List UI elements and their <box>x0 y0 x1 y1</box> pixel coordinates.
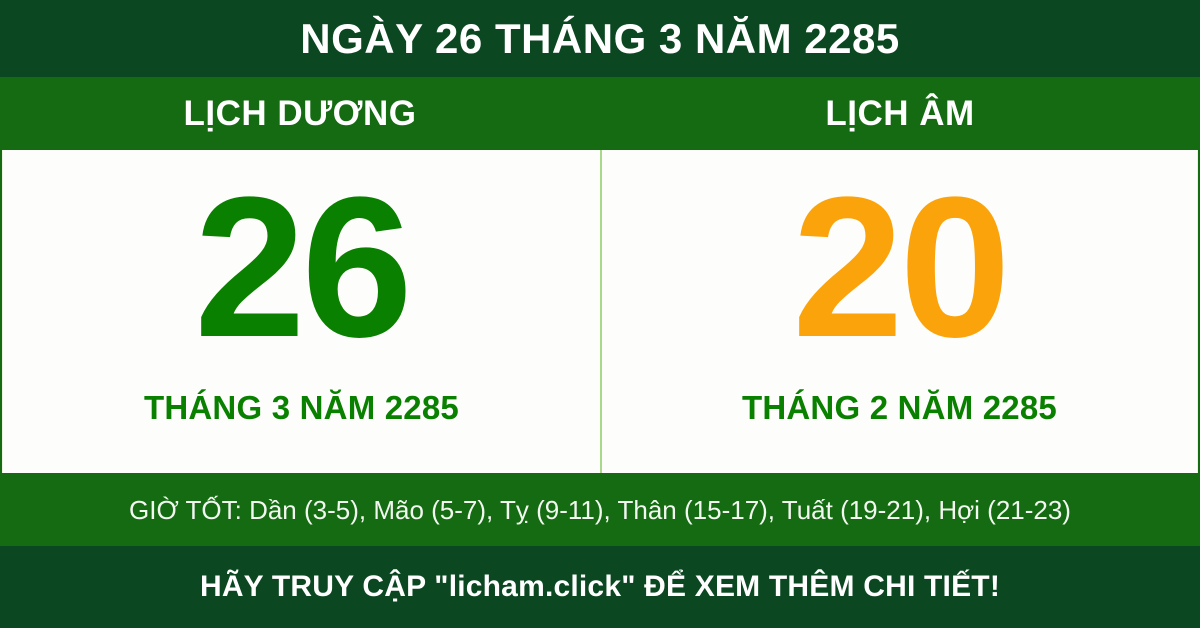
lunar-day-number: 20 <box>792 155 1010 379</box>
good-hours-bar: GIỜ TỐT: Dần (3-5), Mão (5-7), Tỵ (9-11)… <box>0 473 1200 546</box>
lunar-date-column: 20 THÁNG 2 NĂM 2285 <box>600 150 1197 473</box>
solar-day-number: 26 <box>194 155 412 379</box>
column-heading-solar-label: LỊCH DƯƠNG <box>183 94 417 133</box>
column-heading-solar: LỊCH DƯƠNG <box>0 77 600 150</box>
header-bar: NGÀY 26 THÁNG 3 NĂM 2285 <box>0 0 1200 77</box>
footer-cta-text: HÃY TRUY CẬP "licham.click" ĐỂ XEM THÊM … <box>199 570 1001 603</box>
column-heading-lunar-label: LỊCH ÂM <box>825 94 975 133</box>
column-heading-bar: LỊCH DƯƠNG LỊCH ÂM <box>0 77 1200 150</box>
calendar-panel: 26 THÁNG 3 NĂM 2285 20 THÁNG 2 NĂM 2285 <box>2 150 1198 473</box>
page-title: NGÀY 26 THÁNG 3 NĂM 2285 <box>300 14 900 62</box>
good-hours-text: GIỜ TỐT: Dần (3-5), Mão (5-7), Tỵ (9-11)… <box>129 494 1071 525</box>
solar-date-column: 26 THÁNG 3 NĂM 2285 <box>3 150 600 473</box>
calendar-panel-wrap: 26 THÁNG 3 NĂM 2285 20 THÁNG 2 NĂM 2285 <box>0 150 1200 473</box>
column-heading-lunar: LỊCH ÂM <box>600 77 1200 150</box>
solar-month-year: THÁNG 3 NĂM 2285 <box>144 389 459 426</box>
lunar-month-year: THÁNG 2 NĂM 2285 <box>742 389 1057 426</box>
footer-bar: HÃY TRUY CẬP "licham.click" ĐỂ XEM THÊM … <box>0 546 1200 628</box>
